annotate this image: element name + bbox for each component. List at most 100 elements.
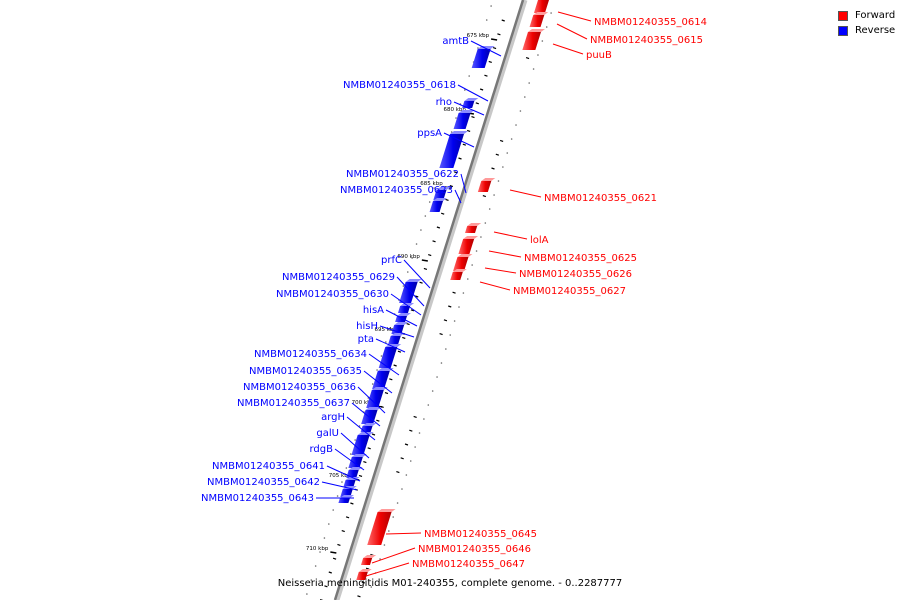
reverse-gene[interactable] <box>439 131 469 168</box>
reverse-gene[interactable] <box>366 387 388 408</box>
reverse-gene-label[interactable]: rdgB <box>310 444 334 455</box>
legend-item-forward: Forward <box>838 8 895 23</box>
forward-gene-label[interactable]: NMBM01240355_0621 <box>544 193 657 204</box>
reverse-gene-label[interactable]: NMBM01240355_0642 <box>207 477 320 488</box>
reverse-leader-line <box>346 416 376 441</box>
forward-gene[interactable] <box>367 509 396 545</box>
scale-dash <box>458 157 462 160</box>
forward-gene[interactable] <box>458 236 479 254</box>
guide-dot <box>323 537 326 539</box>
forward-gene[interactable] <box>450 269 467 280</box>
forward-gene-label[interactable]: lolA <box>530 235 549 246</box>
reverse-gene[interactable] <box>360 423 377 432</box>
reverse-gene-label[interactable]: NMBM01240355_0643 <box>201 493 314 504</box>
forward-gene[interactable] <box>453 254 473 271</box>
reverse-gene-label[interactable]: pta <box>358 334 374 345</box>
guide-dot <box>484 222 487 224</box>
guide-dot <box>376 369 378 371</box>
reverse-gene-label[interactable]: galU <box>316 428 339 439</box>
reverse-gene-label[interactable]: NMBM01240355_0636 <box>243 382 356 393</box>
reverse-gene-label[interactable]: NMBM01240355_0634 <box>254 349 367 360</box>
guide-dot <box>314 565 317 567</box>
forward-gene[interactable] <box>533 0 553 13</box>
reverse-leader-line <box>396 276 425 307</box>
ruler-tick-label: 705 kbp <box>329 473 352 479</box>
reverse-gene-label[interactable]: NMBM01240355_0637 <box>237 398 350 409</box>
forward-gene-label[interactable]: NMBM01240355_0615 <box>590 35 703 46</box>
ruler-tick <box>330 551 337 554</box>
scale-dash <box>361 581 365 584</box>
guide-dot <box>411 257 413 259</box>
ruler-tick-label: 680 kbp <box>443 107 466 113</box>
reverse-gene-label[interactable]: NMBM01240355_0622 <box>346 169 459 180</box>
forward-gene-label[interactable]: NMBM01240355_0647 <box>412 559 525 570</box>
reverse-leader-line <box>453 101 485 116</box>
reverse-gene[interactable] <box>338 495 354 503</box>
reverse-gene[interactable] <box>397 303 415 313</box>
ruler-tick-label: 695 kbp <box>375 327 398 333</box>
forward-gene[interactable] <box>529 12 549 27</box>
guide-dot <box>328 523 330 525</box>
reverse-gene-label[interactable]: NMBM01240355_0618 <box>343 80 456 91</box>
reverse-gene-label[interactable]: hisH <box>356 321 378 332</box>
reverse-gene[interactable] <box>433 187 451 200</box>
forward-leader-line <box>385 532 422 535</box>
guide-dot <box>532 68 535 70</box>
scale-dash <box>471 116 475 119</box>
forward-gene[interactable] <box>356 569 372 580</box>
reverse-gene[interactable] <box>462 98 479 108</box>
guide-dot <box>537 54 539 56</box>
reverse-gene-label[interactable]: NMBM01240355_0641 <box>212 461 325 472</box>
reverse-gene[interactable] <box>351 432 374 455</box>
guide-dot <box>471 264 473 266</box>
reverse-gene[interactable] <box>348 454 367 468</box>
forward-gene[interactable] <box>522 29 545 50</box>
reverse-gene[interactable] <box>387 333 405 345</box>
forward-gene[interactable] <box>360 555 377 565</box>
reverse-leader-line <box>363 370 393 394</box>
scale-dash <box>497 33 501 36</box>
reverse-gene-label[interactable]: NMBM01240355_0635 <box>249 366 362 377</box>
reverse-gene[interactable] <box>391 322 409 334</box>
reverse-gene-label[interactable]: ppsA <box>417 128 442 139</box>
reverse-gene-label[interactable]: prfC <box>381 255 402 266</box>
guide-dot <box>389 327 392 329</box>
reverse-gene-label[interactable]: NMBM01240355_0629 <box>282 272 395 283</box>
guide-dot <box>462 292 465 294</box>
forward-gene[interactable] <box>477 178 496 192</box>
reverse-gene-label[interactable]: NMBM01240355_0630 <box>276 289 389 300</box>
reverse-gene-label[interactable]: argH <box>321 412 345 423</box>
reverse-gene-label[interactable]: hisA <box>363 305 384 316</box>
guide-dot <box>453 320 456 322</box>
forward-leader-line <box>552 43 584 55</box>
forward-gene-label[interactable]: NMBM01240355_0625 <box>524 253 637 264</box>
forward-gene-label[interactable]: puuB <box>586 50 612 61</box>
reverse-gene-label[interactable]: NMBM01240355_0623 <box>340 185 453 196</box>
scale-dash <box>345 516 350 519</box>
guide-dot <box>464 89 466 91</box>
forward-gene-label[interactable]: NMBM01240355_0627 <box>513 286 626 297</box>
forward-gene-label[interactable]: NMBM01240355_0646 <box>418 544 531 555</box>
forward-swatch <box>838 10 848 21</box>
guide-dot <box>415 243 418 245</box>
guide-dot <box>345 467 348 469</box>
guide-dot <box>332 509 335 511</box>
reverse-gene[interactable] <box>429 198 448 212</box>
guide-dot <box>490 5 492 7</box>
forward-gene[interactable] <box>464 223 482 233</box>
guide-dot <box>466 278 469 280</box>
forward-gene-label[interactable]: NMBM01240355_0626 <box>519 269 632 280</box>
reverse-gene[interactable] <box>395 313 411 322</box>
forward-leader-line <box>479 281 511 291</box>
forward-gene-label[interactable]: NMBM01240355_0645 <box>424 529 537 540</box>
reverse-gene-label[interactable]: rho <box>436 97 452 108</box>
reverse-gene[interactable] <box>453 110 475 129</box>
guide-dot <box>497 180 500 182</box>
reverse-gene-label[interactable]: amtB <box>442 36 469 47</box>
reverse-leader-line <box>379 325 415 338</box>
reverse-gene[interactable] <box>399 279 422 303</box>
genome-caption: Neisseria meningitidis M01-240355, compl… <box>277 578 623 589</box>
reverse-gene[interactable] <box>471 46 495 68</box>
forward-gene-label[interactable]: NMBM01240355_0614 <box>594 17 707 28</box>
